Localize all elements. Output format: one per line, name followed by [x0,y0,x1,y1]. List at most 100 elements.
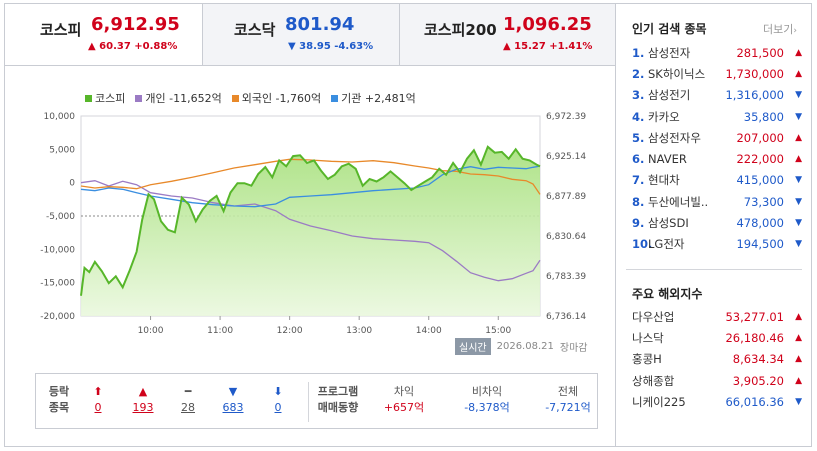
popular-item[interactable]: 3. 삼성전기 1,316,000 ▼ [632,85,802,106]
global-index-name: 니케이225 [632,394,686,409]
global-index-item[interactable]: 니케이225 66,016.36 ▼ [632,391,802,412]
down-arrow-icon: ▼ [795,196,802,207]
popular-item[interactable]: 5. 삼성전자우 207,000 ▲ [632,127,802,148]
program-item: 전체 -7,721억 [528,384,608,416]
rank: 2. [632,66,645,81]
popular-item[interactable]: 1. 삼성전자 281,500 ▲ [632,42,802,63]
side-panel: 인기 검색 종목 더보기› 1. 삼성전자 281,500 ▲ 2. SK하이닉스 1,73… [615,4,811,446]
index-name: 코스피200 [424,21,497,39]
program-label-bottom: 매매동향 [317,401,359,414]
legend-foreign[interactable]: 외국인 -1,760억 [231,90,322,106]
index-value: 801.94 [285,14,355,35]
kospi-area [81,146,540,316]
program-item: 차익 +657억 [364,384,444,416]
breadth-item: ▼ 683 [213,384,253,416]
stock-price: 222,000 [736,152,784,167]
rank: 9. [632,216,645,231]
session-status: 장마감 [559,343,588,354]
y2-tick-label: 6,877.89 [546,192,586,202]
breadth-count[interactable]: 0 [94,401,102,414]
global-index-name: 다우산업 [632,309,675,324]
popular-item[interactable]: 2. SK하이닉스 1,730,000 ▲ [632,63,802,84]
popular-item[interactable]: 4. 카카오 35,800 ▼ [632,106,802,127]
global-index-name: 상해종합 [632,373,675,388]
rank: 7. [632,173,645,188]
program-item: 비차익 -8,378억 [447,384,527,416]
stock-price: 281,500 [736,45,784,60]
legend-institution[interactable]: 기관 +2,481억 [331,90,416,106]
global-index-item[interactable]: 상해종합 3,905.20 ▲ [632,370,802,391]
global-title: 주요 해외지수 [632,287,703,301]
popular-item[interactable]: 9. 삼성SDI 478,000 ▼ [632,212,802,233]
legend-label: 외국인 -1,760억 [241,92,322,105]
tab-kosdaq[interactable]: 코스닥 801.94 ▼ 38.95 -4.63% [202,4,399,65]
legend-kospi[interactable]: 코스피 [85,90,125,106]
global-index-value: 53,277.01 [725,309,784,324]
y-tick-label: -20,000 [40,312,75,322]
breadth-count[interactable]: 28 [181,401,195,414]
stock-name: LG전자 [648,237,685,252]
global-index-value: 66,016.36 [725,394,784,409]
stock-name: 두산에너빌.. [648,194,709,209]
y-tick-label: 10,000 [44,112,76,122]
down-arrow-icon: ▼ [795,396,802,407]
tab-kospi[interactable]: 코스피 6,912.95 ▲ 60.37 +0.88% [5,4,202,65]
global-index-item[interactable]: 다우산업 53,277.01 ▲ [632,306,802,327]
x-tick-label: 10:00 [138,326,164,336]
up-arrow-icon: ▲ [795,332,802,343]
rank: 6. [632,152,645,167]
popular-item[interactable]: 6. NAVER 222,000 ▲ [632,148,802,169]
x-tick-label: 14:00 [416,326,442,336]
down-arrow-icon: ▼ [795,111,802,122]
global-index-item[interactable]: 홍콩H 8,634.34 ▲ [632,349,802,370]
stock-name: 현대차 [648,173,680,188]
index-name: 코스닥 [234,21,276,39]
y2-tick-label: 6,972.39 [546,112,586,122]
index-change: ▼ 38.95 -4.63% [288,41,374,52]
stock-name: 삼성SDI [648,216,689,231]
legend-swatch-institution [331,94,339,102]
timestamp: 2026.08.21 [496,341,554,352]
more-label: 더보기 [763,23,794,36]
program-item-label: 전체 [557,385,579,398]
legend-swatch-foreign [231,94,239,102]
global-index-value: 26,180.46 [725,330,784,345]
y-tick-label: 5,000 [49,145,75,155]
global-index-item[interactable]: 나스닥 26,180.46 ▲ [632,327,802,348]
y2-tick-label: 6,830.64 [546,232,586,242]
program-item-label: 차익 [393,385,415,398]
market-widget: 코스피 6,912.95 ▲ 60.37 +0.88% 코스닥 801.94 ▼… [4,3,812,447]
rank: 3. [632,88,645,103]
breadth-count[interactable]: 193 [132,401,154,414]
legend-swatch-kospi [85,94,92,102]
stock-name: SK하이닉스 [648,66,706,81]
index-tabs: 코스피 6,912.95 ▲ 60.37 +0.88% 코스닥 801.94 ▼… [5,4,615,66]
y-tick-label: -10,000 [40,245,75,255]
popular-item[interactable]: 8. 두산에너빌.. 73,300 ▼ [632,191,802,212]
y2-tick-label: 6,783.39 [546,272,586,282]
popular-item[interactable]: 7. 현대차 415,000 ▼ [632,170,802,191]
up-arrow-icon: ▲ [795,154,802,165]
popular-item[interactable]: 10. LG전자 194,500 ▼ [632,234,802,255]
breadth-count[interactable]: 683 [222,401,244,414]
breadth-count[interactable]: 0 [274,401,282,414]
stock-name: 삼성전기 [648,88,691,103]
stock-price: 478,000 [736,216,784,231]
breadth-label-bottom: 종목 [48,401,70,414]
legend-individual[interactable]: 개인 -11,652억 [135,90,222,106]
more-link[interactable]: 더보기› [763,21,797,37]
index-value: 1,096.25 [503,14,592,35]
flat-icon: ━ [184,385,192,398]
rank: 4. [632,109,645,124]
down-arrow-icon: ▼ [228,385,238,398]
x-tick-label: 15:00 [485,326,511,336]
program-item-value: -7,721억 [545,401,591,414]
tab-kospi200[interactable]: 코스피200 1,096.25 ▲ 15.27 +1.41% [399,4,615,65]
stock-price: 73,300 [743,194,784,209]
stock-name: 카카오 [648,109,680,124]
series-line-foreign [80,158,541,195]
up-arrow-icon: ▲ [795,47,802,58]
realtime-badge[interactable]: 실시간 [455,338,491,355]
index-change: ▲ 60.37 +0.88% [88,41,178,52]
popular-title: 인기 검색 종목 [632,22,707,36]
